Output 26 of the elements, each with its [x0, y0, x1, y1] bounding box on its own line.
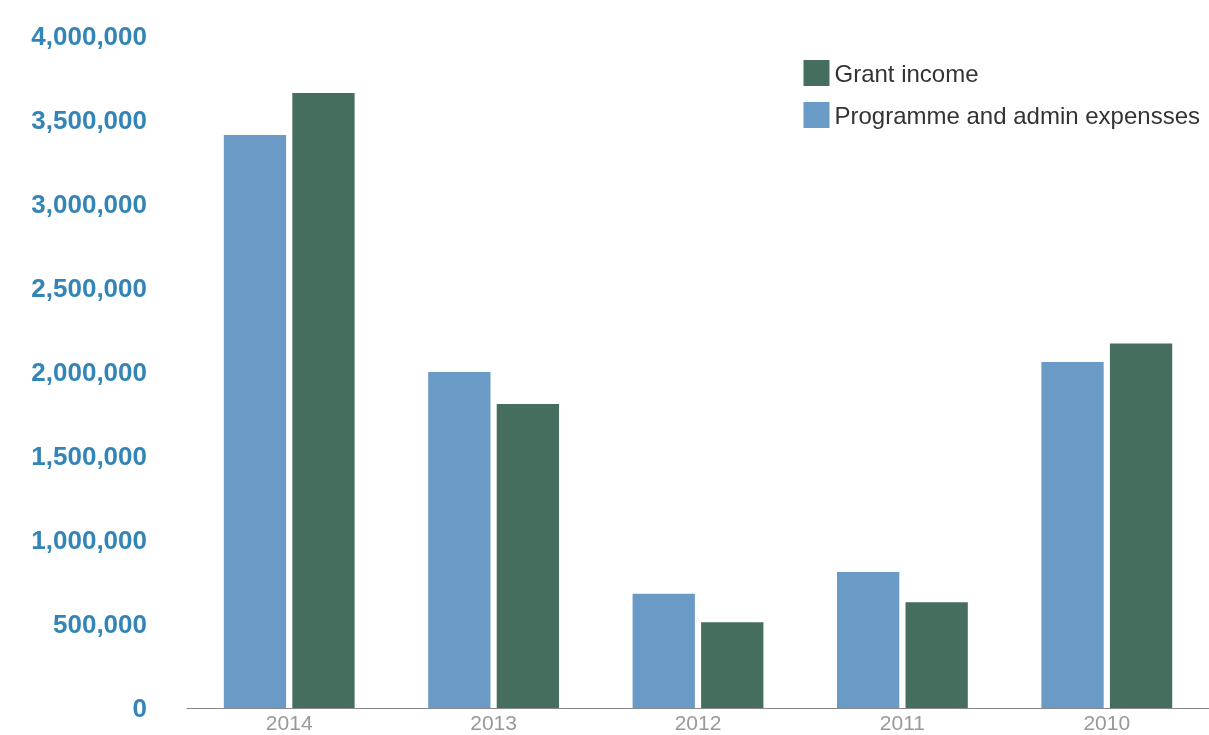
- bar: [632, 593, 695, 708]
- x-tick-label: 2014: [265, 711, 313, 734]
- bar: [905, 602, 968, 708]
- y-tick-label: 3,000,000: [31, 189, 147, 219]
- bar: [428, 372, 491, 708]
- y-tick-label: 500,000: [53, 609, 147, 639]
- bar: [701, 622, 764, 708]
- legend-label: Programme and admin expensses: [834, 101, 1201, 129]
- y-tick-label: 1,500,000: [31, 441, 147, 471]
- bar: [292, 93, 355, 708]
- legend-label: Grant income: [834, 59, 979, 87]
- bar: [496, 403, 560, 708]
- x-tick-label: 2011: [879, 711, 925, 734]
- bar: [1109, 343, 1173, 708]
- bar: [1041, 361, 1104, 708]
- y-tick-label: 2,500,000: [31, 273, 147, 303]
- x-tick-label: 2012: [674, 711, 722, 734]
- bar: [223, 135, 287, 708]
- y-tick-label: 2,000,000: [31, 357, 147, 387]
- x-tick-label: 2013: [470, 711, 517, 734]
- y-tick-label: 4,000,000: [31, 21, 147, 51]
- y-tick-label: 0: [132, 693, 147, 723]
- y-tick-label: 1,000,000: [31, 525, 147, 555]
- y-tick-label: 3,500,000: [31, 105, 147, 135]
- x-tick-label: 2010: [1083, 711, 1131, 734]
- bar: [836, 571, 900, 708]
